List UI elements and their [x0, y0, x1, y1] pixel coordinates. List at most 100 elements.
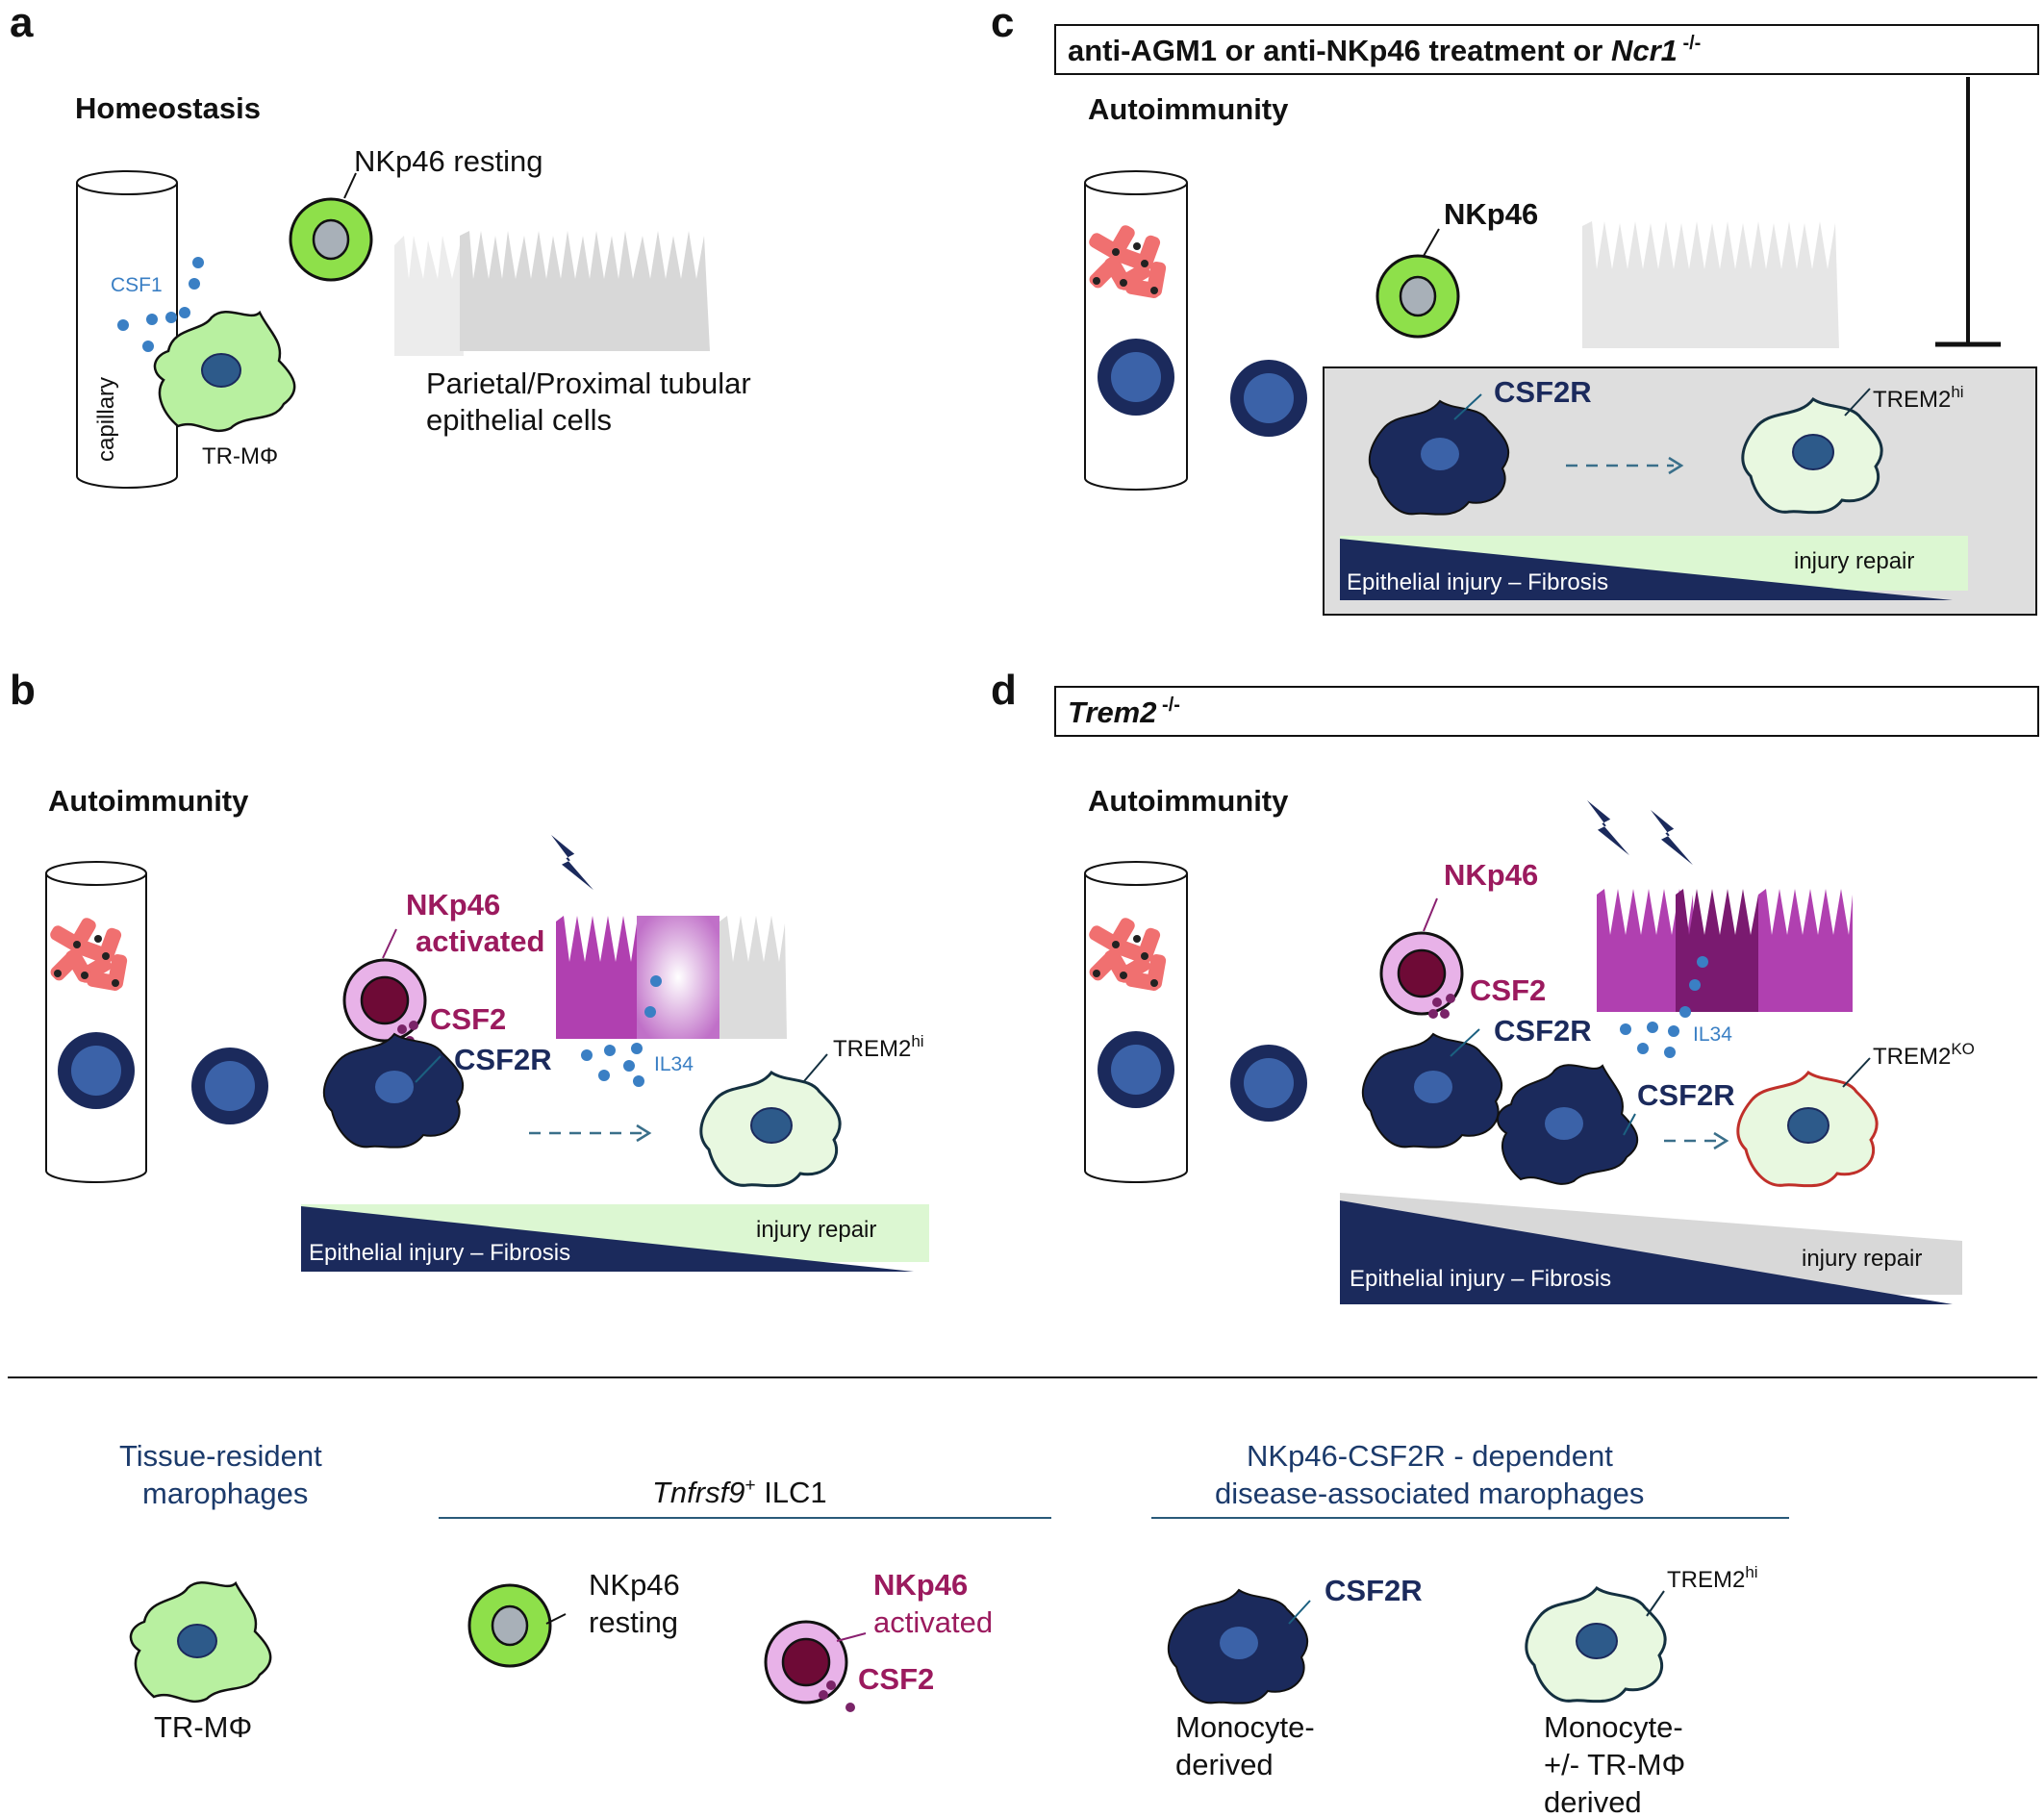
csf2r-label-c: CSF2R: [1494, 375, 1592, 409]
csf2-label-b: CSF2: [430, 1002, 506, 1036]
panel-a: a Homeostasis capillary CSF1 TR-MΦ NKp46: [10, 0, 751, 489]
il34-molecules-b: [581, 975, 662, 1087]
nk-activated-cell-d: [1379, 931, 1464, 1016]
trem2-label-b: TREM2hi: [833, 1032, 924, 1062]
panel-c-title: Autoimmunity: [1088, 92, 1289, 126]
epithelium-injured-b: [556, 916, 787, 1039]
trm-label: TR-MΦ: [202, 443, 278, 469]
monocyte-in-capillary-d: [1098, 1031, 1174, 1108]
panel-c-letter: c: [991, 0, 1014, 46]
trem2-label-c: TREM2hi: [1873, 383, 1964, 413]
csf2r-label-1-d: CSF2R: [1494, 1014, 1592, 1048]
gradient-right-c: injury repair: [1794, 548, 1914, 574]
legend-trem2-label: TREM2hi: [1667, 1563, 1758, 1593]
legend-trem-line2: +/- TR-MΦ: [1544, 1748, 1685, 1781]
legend-trem-line1: Monocyte-: [1544, 1710, 1683, 1744]
legend-group3-line2: disease-associated marophages: [1215, 1477, 1644, 1510]
nk-resting-cell: [289, 197, 373, 282]
panel-c-condition-box: [1054, 24, 2039, 75]
monocyte-c: [1230, 360, 1307, 437]
capillary-label: capillary: [93, 377, 119, 462]
gradient-right-d: injury repair: [1802, 1246, 1922, 1272]
nk-activated-cell-b: [342, 958, 427, 1043]
nk-label-d: NKp46: [1444, 858, 1538, 892]
nk-activated-label-2-b: activated: [416, 924, 544, 958]
legend-nk-resting-icon: [467, 1583, 552, 1668]
gradient-right-b: injury repair: [756, 1217, 876, 1243]
legend-nk-activated-line2: activated: [873, 1605, 993, 1639]
capillary-b: [45, 861, 147, 1183]
il34-molecules-d: [1620, 956, 1708, 1058]
csf2r-macrophage-1-d: [1361, 1033, 1503, 1149]
injury-bolt-icon-1-d: [1587, 800, 1629, 856]
panel-c-condition: anti-AGM1 or anti-NKp46 treatment or Ncr…: [1068, 33, 1701, 67]
capillary-d: [1084, 861, 1188, 1183]
legend: Tissue-resident marophages TR-MΦ Tnfrsf9…: [119, 1439, 1789, 1818]
panel-d-letter: d: [991, 667, 1017, 714]
legend-nk-activated-line1: NKp46: [873, 1568, 968, 1602]
csf2r-label-b: CSF2R: [454, 1043, 552, 1076]
nk-label-c: NKp46: [1444, 197, 1538, 231]
il34-label-b: IL34: [654, 1053, 694, 1075]
trem2hi-macrophage-c: [1741, 397, 1883, 515]
monocyte-d: [1230, 1045, 1307, 1122]
legend-group2-title: Tnfrsf9+ ILC1: [652, 1476, 827, 1509]
panel-d-condition-box: [1054, 686, 2039, 737]
capillary: [76, 170, 178, 489]
csf2r-macrophage-2-d: [1496, 1064, 1639, 1185]
csf2-molecules-d: [1428, 994, 1455, 1019]
legend-trm-icon: [129, 1580, 272, 1704]
nk-activated-label-1-b: NKp46: [406, 888, 500, 922]
legend-nk-activated-icon: [764, 1620, 848, 1704]
nk-cell-c: [1375, 254, 1460, 339]
trem2-label-d: TREM2KO: [1873, 1040, 1975, 1070]
gradient-d: [1340, 1193, 1962, 1304]
panel-c: c anti-AGM1 or anti-NKp46 treatment or N…: [991, 0, 2039, 616]
il34-label-d: IL34: [1693, 1023, 1732, 1046]
panel-b-title: Autoimmunity: [48, 784, 249, 818]
capillary-c: [1084, 170, 1188, 491]
trem2hi-macrophage-b: [699, 1071, 842, 1188]
panel-d: d Trem2 -/- Autoimmunity NKp46 CSF2: [991, 667, 2039, 1304]
panel-b-letter: b: [10, 667, 36, 714]
legend-csf2-molecules: [819, 1680, 855, 1712]
legend-nk-resting-line2: resting: [589, 1605, 678, 1639]
panel-b: b Autoimmunity NKp46 activated CSF2: [10, 667, 929, 1272]
injury-bolt-icon-2-d: [1651, 810, 1693, 866]
csf2r-macrophage-c: [1368, 400, 1510, 516]
legend-trem2hi-icon: [1525, 1586, 1667, 1704]
epithelial-cells: [394, 231, 710, 356]
gradient-left-c: Epithelial injury – Fibrosis: [1347, 569, 1608, 595]
legend-trem-line3: derived: [1544, 1785, 1642, 1818]
csf2-label-d: CSF2: [1470, 973, 1546, 1007]
monocyte-in-capillary-b: [58, 1032, 135, 1109]
gradient-b: [301, 1204, 929, 1272]
epithelial-label-2: epithelial cells: [426, 403, 612, 437]
csf1-label: CSF1: [111, 274, 163, 296]
gradient-c: [1340, 536, 1968, 600]
panel-a-letter: a: [10, 0, 34, 46]
csf2r-label-2-d: CSF2R: [1637, 1078, 1735, 1112]
monocyte-b: [191, 1048, 268, 1124]
legend-trm-label: TR-MΦ: [154, 1710, 252, 1744]
differentiation-arrow-d: [1664, 1131, 1729, 1150]
nk-resting-label: NKp46 resting: [354, 144, 543, 178]
monocyte-in-capillary-c: [1098, 339, 1174, 416]
gradient-left-b: Epithelial injury – Fibrosis: [309, 1240, 570, 1266]
legend-group1-line1: Tissue-resident: [119, 1439, 322, 1473]
epithelial-label-1: Parietal/Proximal tubular: [426, 366, 751, 400]
legend-group3-line1: NKp46-CSF2R - dependent: [1247, 1439, 1613, 1473]
tr-macrophage: [153, 310, 296, 433]
epithelium-injured-d: [1597, 889, 1853, 1012]
epithelium-faded-c: [1582, 221, 1839, 348]
csf1-molecules: [117, 257, 204, 352]
differentiation-arrow-b: [529, 1124, 652, 1143]
gradient-left-d: Epithelial injury – Fibrosis: [1350, 1266, 1611, 1292]
legend-nk-resting-line1: NKp46: [589, 1568, 680, 1602]
panel-d-title: Autoimmunity: [1088, 784, 1289, 818]
csf2r-macrophage-b: [322, 1033, 465, 1149]
differentiation-arrow-c: [1566, 456, 1684, 475]
legend-mono-line1: Monocyte-: [1175, 1710, 1315, 1744]
panel-d-condition: Trem2 -/-: [1068, 694, 1180, 729]
trem2ko-macrophage-d: [1736, 1071, 1879, 1188]
